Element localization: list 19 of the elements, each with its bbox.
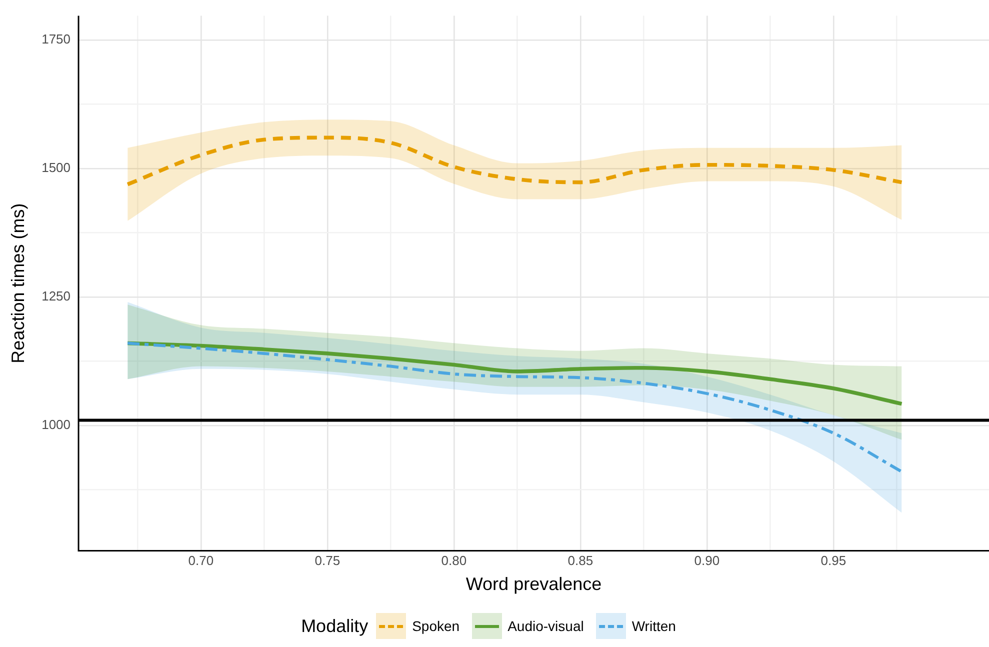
x-tick-label: 0.90 [694, 553, 720, 568]
y-tick-label: 1250 [42, 288, 71, 304]
x-axis-title: Word prevalence [466, 574, 602, 594]
legend-title: Modality [301, 616, 368, 636]
legend-label: Audio-visual [508, 618, 584, 634]
x-tick-label: 0.85 [568, 553, 594, 568]
x-tick-label: 0.75 [314, 553, 340, 568]
x-tick-label: 0.80 [441, 553, 467, 568]
line-series [126, 136, 904, 186]
y-axis-title: Reaction times (ms) [8, 203, 28, 364]
legend-label: Spoken [412, 618, 460, 634]
line-series [126, 342, 904, 474]
x-tick-label: 0.70 [188, 553, 214, 568]
y-tick-label: 1750 [42, 32, 71, 47]
x-tick-label: 0.95 [820, 553, 846, 568]
line-series [126, 341, 904, 406]
y-tick-label: 1000 [42, 416, 71, 432]
y-tick-label: 1500 [42, 160, 71, 176]
legend-label: Written [632, 618, 676, 634]
